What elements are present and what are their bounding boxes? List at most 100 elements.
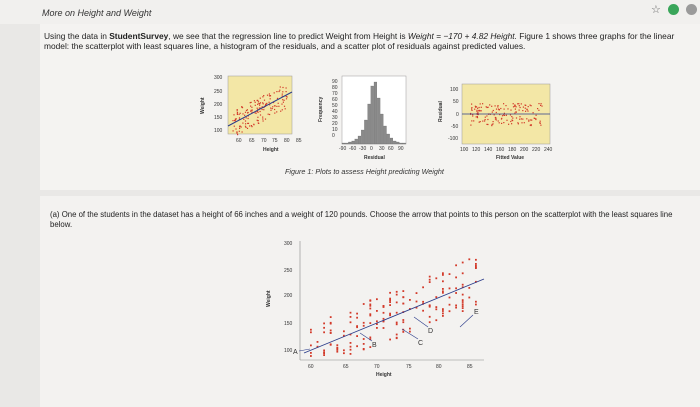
histogram-bar	[389, 137, 394, 145]
xtick: 60	[388, 146, 394, 152]
intro-part3: Figure 1 shows three graphs for the line…	[44, 31, 675, 51]
data-point	[539, 122, 541, 124]
data-point	[263, 109, 265, 111]
arrow-C[interactable]: C	[401, 328, 423, 347]
data-point	[343, 352, 345, 355]
histogram-bar	[393, 140, 397, 145]
xtick: 0	[370, 146, 373, 152]
data-point	[382, 311, 385, 314]
data-point	[233, 114, 235, 116]
ytick: 10	[332, 127, 338, 133]
data-point	[528, 119, 530, 121]
ytick: 50	[453, 99, 459, 105]
data-point	[276, 105, 278, 107]
data-point	[532, 112, 534, 114]
extension-icon[interactable]	[668, 4, 679, 15]
data-point	[238, 113, 240, 115]
data-point	[435, 296, 438, 298]
data-point	[259, 104, 261, 106]
data-point	[519, 116, 521, 118]
data-point	[356, 325, 358, 327]
data-point	[500, 118, 503, 120]
data-point	[512, 120, 514, 122]
xtick: -90	[339, 146, 346, 152]
data-point	[479, 103, 481, 105]
data-point	[349, 348, 352, 351]
xtick: 70	[261, 138, 267, 144]
data-point	[448, 287, 451, 290]
data-point	[323, 331, 325, 334]
data-point	[382, 306, 385, 308]
data-point	[257, 108, 259, 111]
data-point	[261, 108, 263, 111]
data-point	[428, 304, 431, 307]
data-point	[495, 108, 498, 110]
data-point	[246, 109, 248, 111]
data-point	[269, 98, 271, 100]
data-point	[281, 109, 283, 111]
data-point	[310, 352, 312, 354]
data-point	[511, 123, 513, 125]
histogram-bar	[380, 113, 384, 145]
data-point	[263, 106, 265, 109]
data-point	[241, 106, 243, 108]
data-point	[472, 115, 474, 117]
data-point	[475, 263, 477, 265]
data-point	[356, 345, 358, 348]
data-point	[282, 101, 284, 103]
data-point	[250, 110, 252, 112]
data-point	[271, 108, 273, 110]
data-point	[422, 309, 424, 312]
data-point	[395, 336, 398, 339]
data-point	[247, 115, 249, 117]
data-point	[243, 118, 245, 120]
data-point	[238, 117, 241, 119]
data-point	[482, 120, 484, 122]
arrow-B[interactable]: B	[359, 332, 377, 349]
data-point	[540, 103, 542, 105]
data-point	[512, 117, 514, 119]
data-point	[395, 293, 398, 296]
figure-caption: Figure 1: Plots to assess Height predict…	[285, 167, 444, 176]
data-point	[521, 122, 523, 124]
arrow-D[interactable]: D	[413, 316, 433, 335]
data-point	[389, 301, 391, 303]
arrow-label: E	[474, 309, 479, 316]
data-point	[518, 105, 520, 107]
data-point	[369, 322, 372, 324]
data-point	[528, 120, 530, 122]
regression-line	[303, 278, 485, 354]
data-point	[517, 103, 519, 105]
data-point	[234, 120, 236, 122]
data-point	[442, 274, 444, 276]
histogram-bar	[386, 133, 390, 145]
data-point	[482, 103, 484, 105]
data-point	[349, 333, 352, 336]
data-point	[514, 105, 516, 107]
data-point	[455, 264, 457, 267]
data-point	[461, 261, 464, 264]
data-point	[257, 103, 259, 105]
data-point	[369, 338, 372, 341]
data-point	[234, 119, 236, 122]
data-point	[395, 301, 398, 304]
arrow-E[interactable]: E	[459, 309, 479, 328]
data-point	[484, 120, 486, 122]
data-point	[500, 107, 502, 110]
data-point	[336, 349, 339, 351]
xtick: -60	[349, 146, 356, 152]
data-point	[535, 118, 537, 120]
data-point	[242, 122, 244, 124]
data-point	[264, 118, 267, 120]
data-point	[501, 115, 504, 117]
data-point	[232, 120, 234, 122]
data-point	[514, 108, 516, 110]
data-point	[282, 91, 284, 93]
profile-icon[interactable]	[686, 4, 697, 15]
data-point	[245, 117, 247, 119]
xtick: 85	[467, 364, 473, 370]
bookmark-star-icon[interactable]: ☆	[651, 4, 661, 16]
arrow-A[interactable]: A	[293, 348, 311, 356]
data-point	[475, 258, 477, 261]
data-point	[478, 106, 480, 109]
